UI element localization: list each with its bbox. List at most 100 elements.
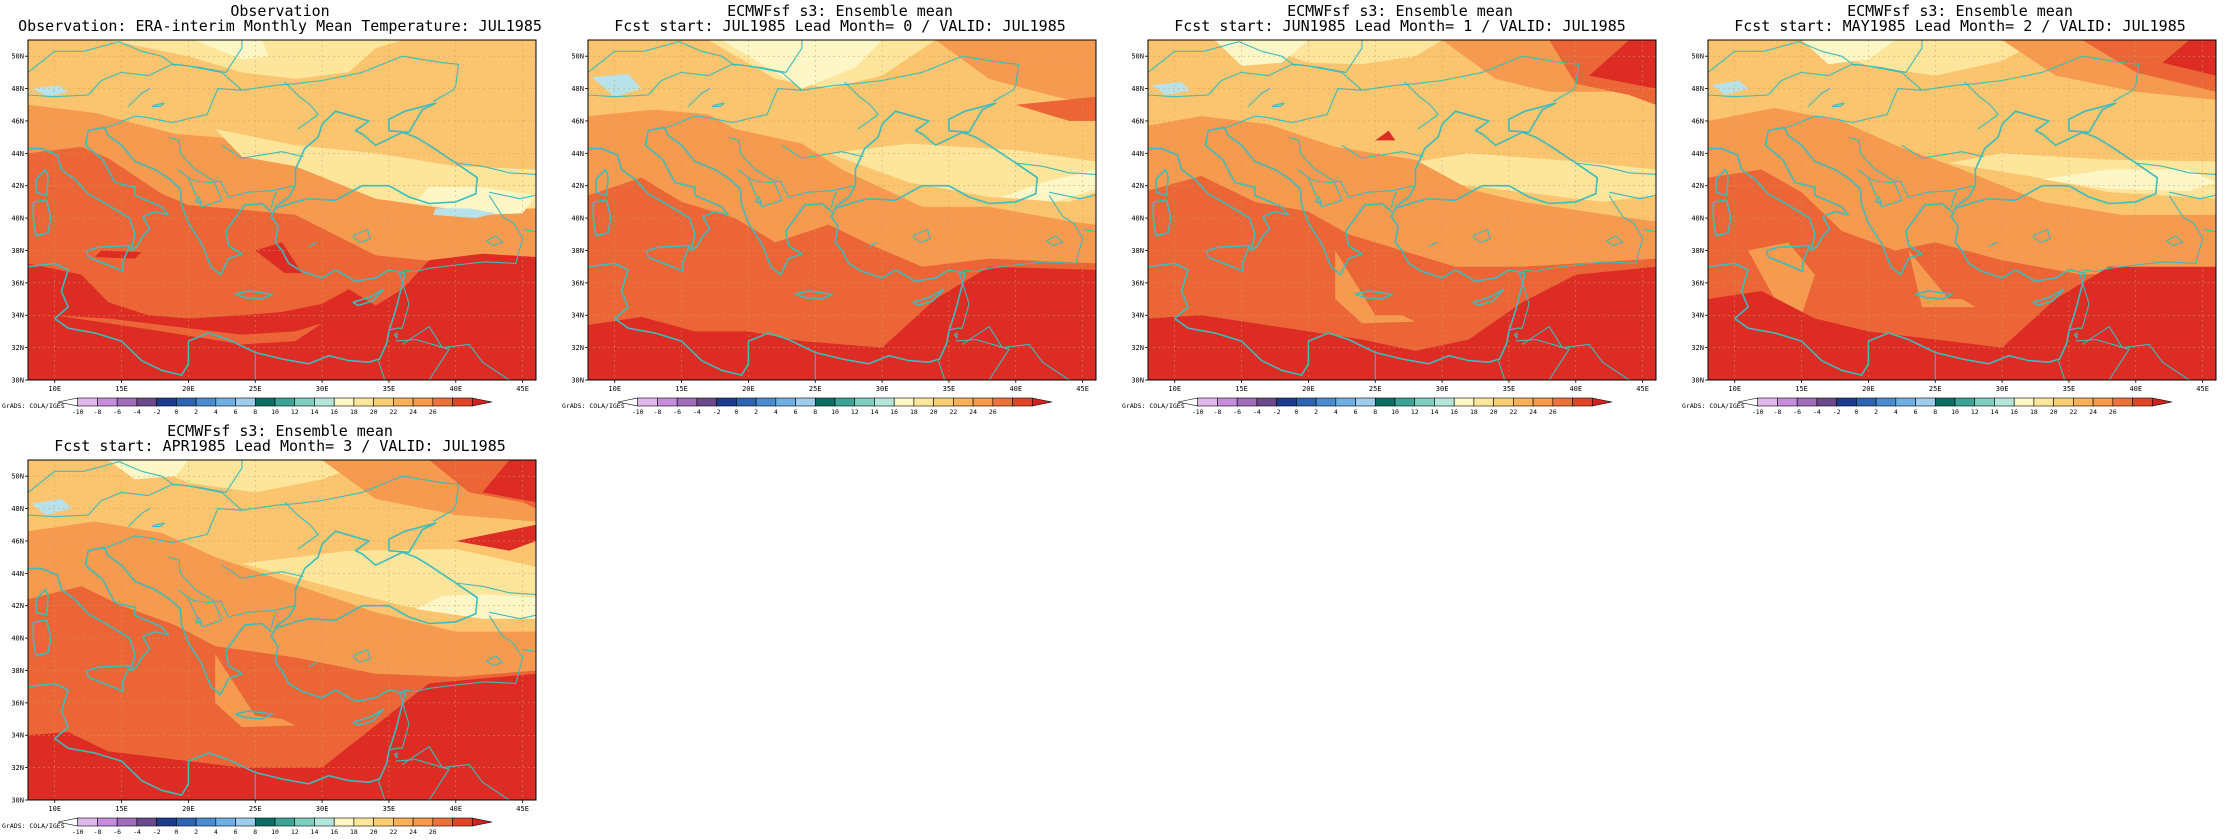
colorbar-swatch [972,397,994,407]
colorbar-swatch [373,397,394,407]
national-border [2082,195,2204,273]
national-border [221,144,304,159]
lat-label: 48N [1131,85,1144,93]
coastline [1914,290,1954,300]
coastline [2215,111,2216,171]
lat-label: 42N [11,602,24,610]
colorbar-swatch [235,817,256,827]
colorbar-swatch [1236,397,1258,407]
lat-label: 38N [571,247,584,255]
lon-label: 40E [1569,385,1582,393]
coastline [1155,168,1169,197]
lon-label: 35E [383,385,396,393]
colorbar: GrADS: COLA/IGES-10 -8 -6 -4 -2 0 2 4 6 8 10 12 14 16… [562,397,1053,416]
colorbar-tick-label: 8 [253,408,257,416]
coastline [588,126,832,276]
colorbar-swatch [2013,397,2035,407]
lake-outline [1832,102,1845,107]
lon-label: 35E [383,805,396,813]
national-border [1950,191,1958,209]
colorbar-swatch [1493,397,1514,407]
coastline [535,531,536,591]
colorbar-tick-label: -4 [133,408,141,416]
lake-outline [1272,102,1285,107]
lon-label: 20E [1302,385,1315,393]
lat-label: 48N [1691,85,1704,93]
colorbar-upper-triangle [471,397,493,407]
lon-label: 15E [1795,385,1808,393]
colorbar-swatch [116,817,138,827]
contour-band-t28 [1708,266,2216,380]
national-border [1341,144,1424,159]
contour-band-t26 [1015,96,1096,121]
contour-band-t16 [1152,82,1191,95]
coastlines [1708,40,2216,380]
national-border [588,55,1019,98]
lon-label: 35E [1503,385,1516,393]
lat-label: 50N [571,53,584,61]
coastline [35,168,49,197]
colorbar-tick-label: 20 [1490,408,1498,416]
colorbar-tick-label: 10 [1391,408,1399,416]
colorbar-swatch [2112,397,2133,407]
colorbar-swatch [1434,397,1455,407]
lon-label: 25E [1929,385,1942,393]
lake-outline [194,616,203,625]
colorbar-tick-label: -6 [673,408,681,416]
lat-label: 42N [571,182,584,190]
colorbar-swatch [1256,397,1277,407]
colorbar-tick-label: -8 [94,828,102,836]
national-border [176,460,243,493]
colorbar-tick-label: -10 [72,408,84,416]
lon-label: 45E [2196,385,2209,393]
coastline [1712,199,1732,237]
lat-label: 32N [1131,344,1144,352]
lake-outline [308,661,318,668]
lon-label: 45E [516,385,529,393]
colorbar-swatch [274,397,296,407]
lake-outline [393,332,398,339]
national-border [522,228,536,233]
national-border [1522,195,1644,273]
colorbar-tick-label: 6 [794,408,798,416]
colorbar-swatch [116,397,138,407]
panel-lead-month-0: ECMWFsf s3: Ensemble mean Fcst start: JU… [560,0,1120,420]
colorbar-swatch [696,397,717,407]
lake-outline [1472,228,1491,243]
lon-label: 15E [675,385,688,393]
colorbar-tick-label: 8 [813,408,817,416]
national-border [402,615,524,693]
colorbar-tick-label: 2 [1314,408,1318,416]
temperature-shading [28,460,536,800]
national-border [1015,162,1096,200]
contour-band-t18 [415,187,536,215]
colorbar-swatch [1994,397,2015,407]
colorbar-swatch [176,397,197,407]
colorbar-tick-label: 20 [930,408,938,416]
temperature-map: 50N 48N 46N 44N 42N 40N 38N 36N 34N 32N 30N 10E 15E 2… [1682,39,2217,416]
colorbar-upper-triangle [2151,397,2173,407]
colorbar-tick-label: 20 [370,828,378,836]
national-border [284,501,319,550]
colorbar-swatch [235,397,256,407]
colorbar-swatch [274,817,296,827]
lake-outline [1874,196,1883,205]
colorbar-tick-label: 0 [1294,408,1298,416]
colorbar-swatch [953,397,974,407]
coastline [28,110,479,376]
national-border [390,272,410,331]
colorbar-swatch [854,397,875,407]
temperature-map: 50N 48N 46N 44N 42N 40N 38N 36N 34N 32N 30N 10E 15E 2… [2,459,537,836]
contour-band-t18 [195,40,269,60]
colorbar-swatch [814,397,836,407]
lake-outline [308,241,318,248]
colorbar-tick-label: 24 [1529,408,1537,416]
map-frame [1707,39,2217,381]
colorbar-swatch [1954,397,1976,407]
national-border [390,692,410,751]
national-border [168,136,223,208]
national-border [1082,228,1096,233]
coastlines [588,40,1096,380]
lon-label: 10E [1168,385,1181,393]
panel-title: ECMWFsf s3: Ensemble mean [1287,2,1513,20]
